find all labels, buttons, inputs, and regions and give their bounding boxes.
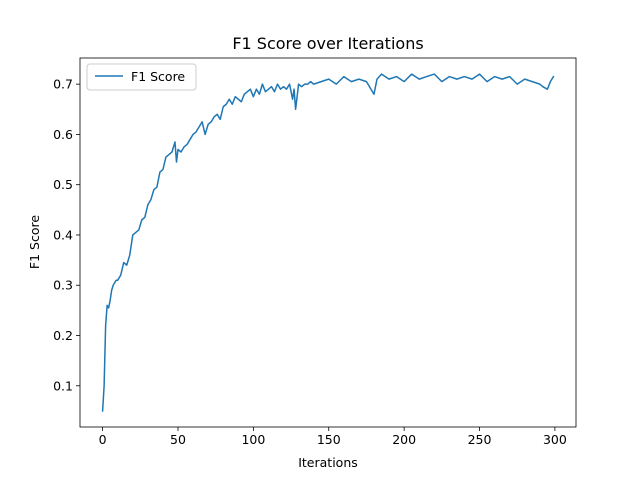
y-axis-ticks: 0.1 0.2 0.3 0.4 0.5 0.6 0.7 xyxy=(53,77,80,393)
y-tick-label: 0.4 xyxy=(53,227,73,242)
x-tick-label: 250 xyxy=(468,432,492,447)
y-tick-label: 0.3 xyxy=(53,278,73,293)
x-tick-label: 200 xyxy=(392,432,416,447)
series-layer xyxy=(101,73,555,412)
chart-title: F1 Score over Iterations xyxy=(232,34,423,53)
legend: F1 Score xyxy=(86,63,197,91)
y-tick-label: 0.1 xyxy=(53,378,73,393)
x-axis-ticks: 0 50 100 150 200 250 300 xyxy=(99,427,567,447)
x-tick-label: 300 xyxy=(543,432,567,447)
x-tick-label: 50 xyxy=(170,432,186,447)
legend-box xyxy=(86,63,197,91)
x-tick-label: 100 xyxy=(241,432,265,447)
y-tick-label: 0.6 xyxy=(53,127,73,142)
y-tick-label: 0.7 xyxy=(53,77,73,92)
x-tick-label: 0 xyxy=(99,432,107,447)
series-line-f1-score xyxy=(101,73,555,412)
y-tick-label: 0.2 xyxy=(53,328,73,343)
plot-area xyxy=(80,58,576,427)
y-axis-label: F1 Score xyxy=(27,215,42,269)
plot-frame xyxy=(79,57,577,428)
x-tick-label: 150 xyxy=(317,432,341,447)
x-axis-label: Iterations xyxy=(298,455,358,470)
y-tick-label: 0.5 xyxy=(53,177,73,192)
legend-label: F1 Score xyxy=(131,69,185,84)
